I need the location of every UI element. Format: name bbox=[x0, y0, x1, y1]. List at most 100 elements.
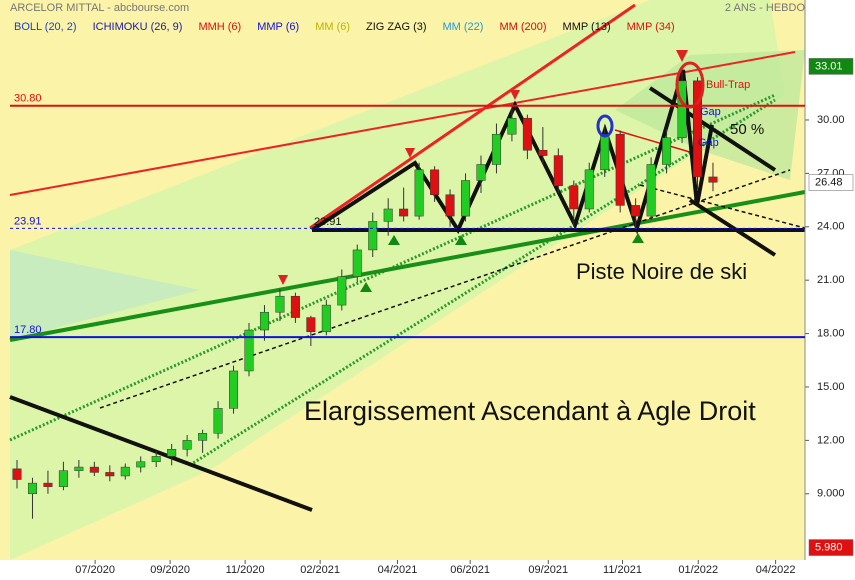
channel-line bbox=[189, 98, 776, 467]
cloud-area bbox=[615, 50, 805, 180]
x-tick-label: 09/2021 bbox=[528, 564, 568, 576]
candle-body bbox=[198, 433, 208, 441]
candle-body bbox=[693, 80, 703, 178]
price-box bbox=[808, 58, 854, 75]
legend-entry: MMP (34) bbox=[627, 21, 675, 33]
arrow-up bbox=[455, 235, 467, 245]
annotation: 50 % bbox=[730, 121, 764, 138]
candle-body bbox=[600, 133, 610, 171]
candle-body bbox=[615, 133, 625, 206]
candle-body bbox=[89, 466, 99, 473]
arrows bbox=[278, 50, 688, 285]
candle-body bbox=[259, 311, 269, 331]
marker-circle bbox=[675, 61, 705, 109]
channel-area bbox=[10, 0, 785, 560]
candle-body bbox=[522, 117, 532, 151]
trend-line bbox=[9, 395, 313, 512]
annotation: 23.91 bbox=[314, 216, 342, 228]
candle-body bbox=[321, 304, 331, 333]
annotation: Piste Noire de ski bbox=[576, 259, 747, 284]
candle-body bbox=[74, 466, 84, 471]
candle-body bbox=[414, 169, 424, 217]
candle-body bbox=[337, 276, 347, 306]
channel-line bbox=[688, 198, 777, 257]
price-box bbox=[808, 539, 854, 556]
candle-body bbox=[275, 295, 285, 313]
candle-body bbox=[476, 164, 486, 181]
x-tick-label: 04/2021 bbox=[378, 564, 418, 576]
candle-body bbox=[708, 176, 718, 183]
candle-body bbox=[368, 221, 378, 251]
arrow-up bbox=[360, 282, 372, 292]
legend-entry: MM (200) bbox=[499, 21, 546, 33]
candle-body bbox=[213, 408, 223, 434]
price-box bbox=[808, 174, 854, 191]
candle-body bbox=[430, 169, 440, 195]
annotation: Bull-Trap bbox=[706, 79, 750, 91]
legend-entry: ZIG ZAG (3) bbox=[366, 21, 427, 33]
arrows bbox=[360, 233, 644, 292]
candle-body bbox=[538, 149, 548, 156]
annotation: Elargissement Ascendant à Agle Droit bbox=[304, 396, 756, 426]
candle-body bbox=[151, 456, 161, 462]
candle-body bbox=[491, 133, 501, 165]
level-label: 23.91 bbox=[14, 215, 42, 227]
candle-body bbox=[662, 137, 672, 165]
marker-circle bbox=[596, 114, 614, 138]
legend-entry: MMP (13) bbox=[563, 21, 611, 33]
candle-body bbox=[244, 329, 254, 372]
candle-body bbox=[646, 164, 656, 217]
arrow-up bbox=[388, 235, 400, 245]
axis-background bbox=[805, 0, 855, 580]
legend-entry: MM (22) bbox=[443, 21, 484, 33]
candle-body bbox=[43, 482, 53, 487]
legend-entry: MM (6) bbox=[315, 21, 350, 33]
candle-body bbox=[631, 205, 641, 217]
arrow-up bbox=[632, 233, 644, 243]
cloud-area bbox=[10, 250, 200, 340]
chart-title: ARCELOR MITTAL - abcbourse.com bbox=[10, 2, 189, 14]
chart-subtitle: 2 ANS - HEBDO bbox=[725, 2, 806, 14]
candle-body bbox=[584, 169, 594, 210]
y-tick-label: 24.00 bbox=[817, 221, 845, 233]
candle-body bbox=[167, 449, 177, 457]
arrow-down bbox=[676, 50, 688, 62]
candle-body bbox=[27, 482, 37, 495]
candle-body bbox=[120, 466, 130, 477]
y-tick-label: 18.00 bbox=[817, 327, 845, 339]
y-tick-label: 12.00 bbox=[817, 434, 845, 446]
price-label: 26.48 bbox=[815, 177, 843, 189]
candle-body bbox=[507, 117, 517, 135]
legend-entry: BOLL (20, 2) bbox=[14, 21, 77, 33]
price-label: 33.01 bbox=[815, 60, 843, 72]
axis-background bbox=[0, 560, 805, 580]
candle-body bbox=[677, 80, 687, 139]
candle-body bbox=[445, 194, 455, 217]
candle-body bbox=[182, 440, 192, 450]
x-tick-label: 01/2022 bbox=[678, 564, 718, 576]
x-tick-label: 04/2022 bbox=[756, 564, 796, 576]
arrow-down bbox=[278, 275, 288, 285]
candle-body bbox=[306, 317, 316, 333]
x-tick-label: 09/2020 bbox=[150, 564, 190, 576]
y-tick-label: 9.000 bbox=[817, 488, 845, 500]
legend-entry: MMP (6) bbox=[257, 21, 299, 33]
arrow-down bbox=[510, 90, 520, 100]
candles bbox=[12, 66, 718, 519]
trend-line bbox=[639, 184, 806, 229]
legend-entry: MMH (6) bbox=[198, 21, 241, 33]
level-label: 30.80 bbox=[14, 93, 42, 105]
trend-line bbox=[9, 190, 806, 342]
candle-body bbox=[352, 249, 362, 277]
candle-body bbox=[229, 370, 239, 409]
candle-body bbox=[399, 208, 409, 217]
candle-body bbox=[569, 185, 579, 210]
trend-line bbox=[9, 51, 796, 196]
trend-line bbox=[309, 3, 636, 230]
candle-body bbox=[58, 470, 68, 487]
arrow-down bbox=[405, 148, 415, 158]
x-tick-label: 06/2021 bbox=[450, 564, 490, 576]
y-tick-label: 30.00 bbox=[817, 114, 845, 126]
candle-body bbox=[383, 208, 393, 222]
price-label: 5.980 bbox=[815, 541, 843, 553]
